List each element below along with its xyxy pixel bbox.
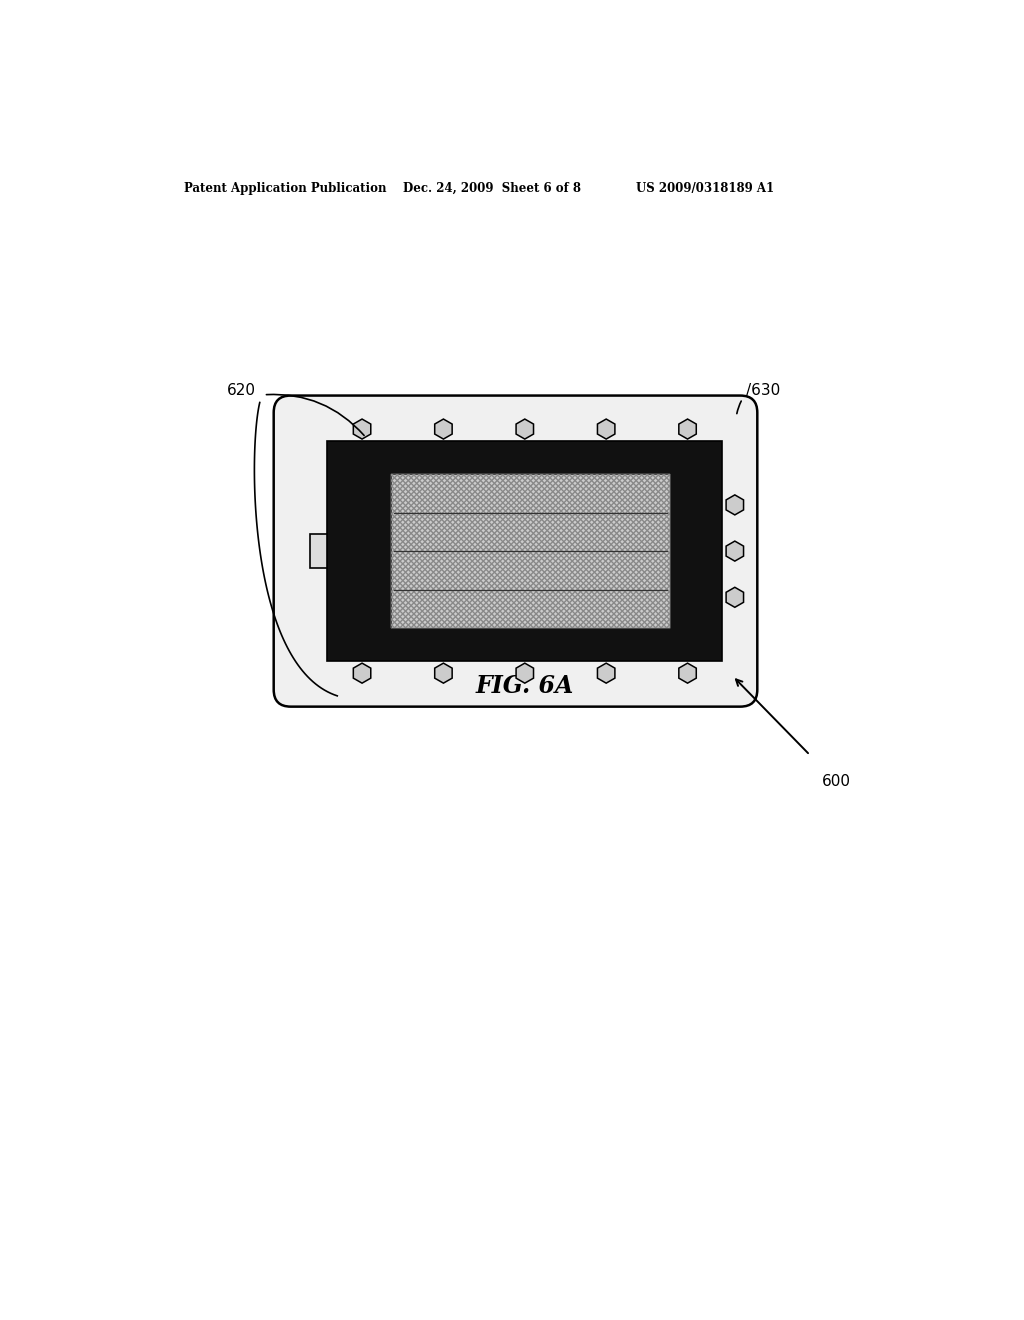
Polygon shape bbox=[679, 663, 696, 684]
Text: US 2009/0318189 A1: US 2009/0318189 A1 bbox=[636, 182, 774, 194]
Polygon shape bbox=[353, 418, 371, 440]
Polygon shape bbox=[435, 663, 453, 684]
Polygon shape bbox=[353, 663, 371, 684]
Polygon shape bbox=[516, 418, 534, 440]
Polygon shape bbox=[516, 663, 534, 684]
Polygon shape bbox=[597, 663, 614, 684]
Text: /630: /630 bbox=[746, 383, 780, 399]
Bar bbox=[391, 474, 670, 628]
FancyBboxPatch shape bbox=[273, 396, 758, 706]
Text: Patent Application Publication: Patent Application Publication bbox=[183, 182, 386, 194]
Text: Dec. 24, 2009  Sheet 6 of 8: Dec. 24, 2009 Sheet 6 of 8 bbox=[403, 182, 582, 194]
Text: FIG. 6A: FIG. 6A bbox=[475, 673, 574, 698]
Bar bbox=[328, 441, 722, 661]
Bar bbox=[391, 474, 670, 628]
Polygon shape bbox=[726, 587, 743, 607]
Text: 600: 600 bbox=[821, 775, 851, 789]
Polygon shape bbox=[726, 495, 743, 515]
Polygon shape bbox=[726, 541, 743, 561]
Bar bbox=[310, 533, 328, 569]
Polygon shape bbox=[597, 418, 614, 440]
Text: 620: 620 bbox=[227, 383, 256, 399]
Polygon shape bbox=[435, 418, 453, 440]
Polygon shape bbox=[679, 418, 696, 440]
Bar bbox=[391, 474, 670, 628]
